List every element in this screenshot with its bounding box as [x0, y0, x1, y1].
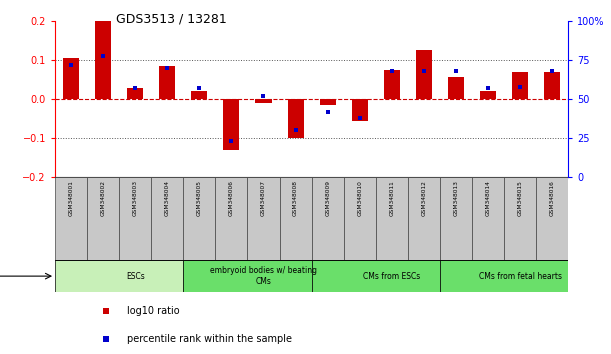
Text: CMs from ESCs: CMs from ESCs [363, 272, 420, 281]
Bar [159, 66, 175, 99]
Text: GSM348011: GSM348011 [389, 180, 394, 216]
Text: GSM348015: GSM348015 [518, 180, 522, 216]
Bar [352, 99, 368, 120]
Bar [55, 260, 183, 292]
Bar [416, 50, 432, 99]
Bar [247, 177, 280, 260]
Text: GSM348001: GSM348001 [68, 180, 73, 216]
Bar [183, 177, 216, 260]
Text: GSM348007: GSM348007 [261, 180, 266, 216]
Bar [384, 70, 400, 99]
Text: GSM348009: GSM348009 [325, 180, 330, 216]
Bar [343, 177, 376, 260]
Text: percentile rank within the sample: percentile rank within the sample [127, 333, 292, 343]
Bar [472, 177, 504, 260]
Text: CMs from fetal hearts: CMs from fetal hearts [478, 272, 562, 281]
Bar [480, 91, 496, 99]
Bar [512, 72, 528, 99]
Bar [63, 58, 79, 99]
Bar [536, 177, 568, 260]
Bar [191, 91, 207, 99]
Text: GSM348002: GSM348002 [101, 180, 106, 216]
Bar [544, 72, 560, 99]
Bar [408, 177, 440, 260]
Text: GSM348005: GSM348005 [197, 180, 202, 216]
Bar [280, 177, 312, 260]
Bar [504, 177, 536, 260]
Bar [440, 177, 472, 260]
Bar [55, 177, 87, 260]
Bar [288, 99, 304, 138]
Text: GSM348012: GSM348012 [422, 180, 426, 216]
Text: log10 ratio: log10 ratio [127, 306, 180, 316]
Bar [255, 99, 271, 103]
Bar [183, 260, 312, 292]
Text: GSM348008: GSM348008 [293, 180, 298, 216]
Text: GSM348006: GSM348006 [229, 180, 234, 216]
Bar [448, 77, 464, 99]
Text: GSM348016: GSM348016 [550, 180, 555, 216]
Bar [216, 177, 247, 260]
Bar [312, 260, 440, 292]
Bar [312, 177, 343, 260]
Bar [440, 260, 568, 292]
Bar [376, 177, 408, 260]
Text: GSM348014: GSM348014 [486, 180, 491, 216]
Text: embryoid bodies w/ beating
CMs: embryoid bodies w/ beating CMs [210, 266, 317, 286]
Text: GSM348003: GSM348003 [133, 180, 137, 216]
Bar [119, 177, 152, 260]
Bar [320, 99, 335, 105]
Bar [224, 99, 240, 150]
Text: GDS3513 / 13281: GDS3513 / 13281 [115, 12, 227, 25]
Text: GSM348004: GSM348004 [165, 180, 170, 216]
Bar [152, 177, 183, 260]
Text: GSM348010: GSM348010 [357, 180, 362, 216]
Bar [95, 21, 111, 99]
Bar [87, 177, 119, 260]
Text: GSM348013: GSM348013 [453, 180, 458, 216]
Text: ESCs: ESCs [126, 272, 145, 281]
Bar [127, 88, 143, 99]
